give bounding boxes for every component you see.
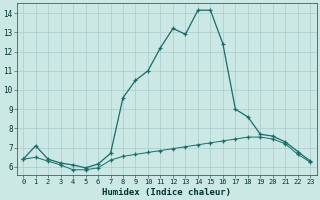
X-axis label: Humidex (Indice chaleur): Humidex (Indice chaleur) bbox=[102, 188, 231, 197]
